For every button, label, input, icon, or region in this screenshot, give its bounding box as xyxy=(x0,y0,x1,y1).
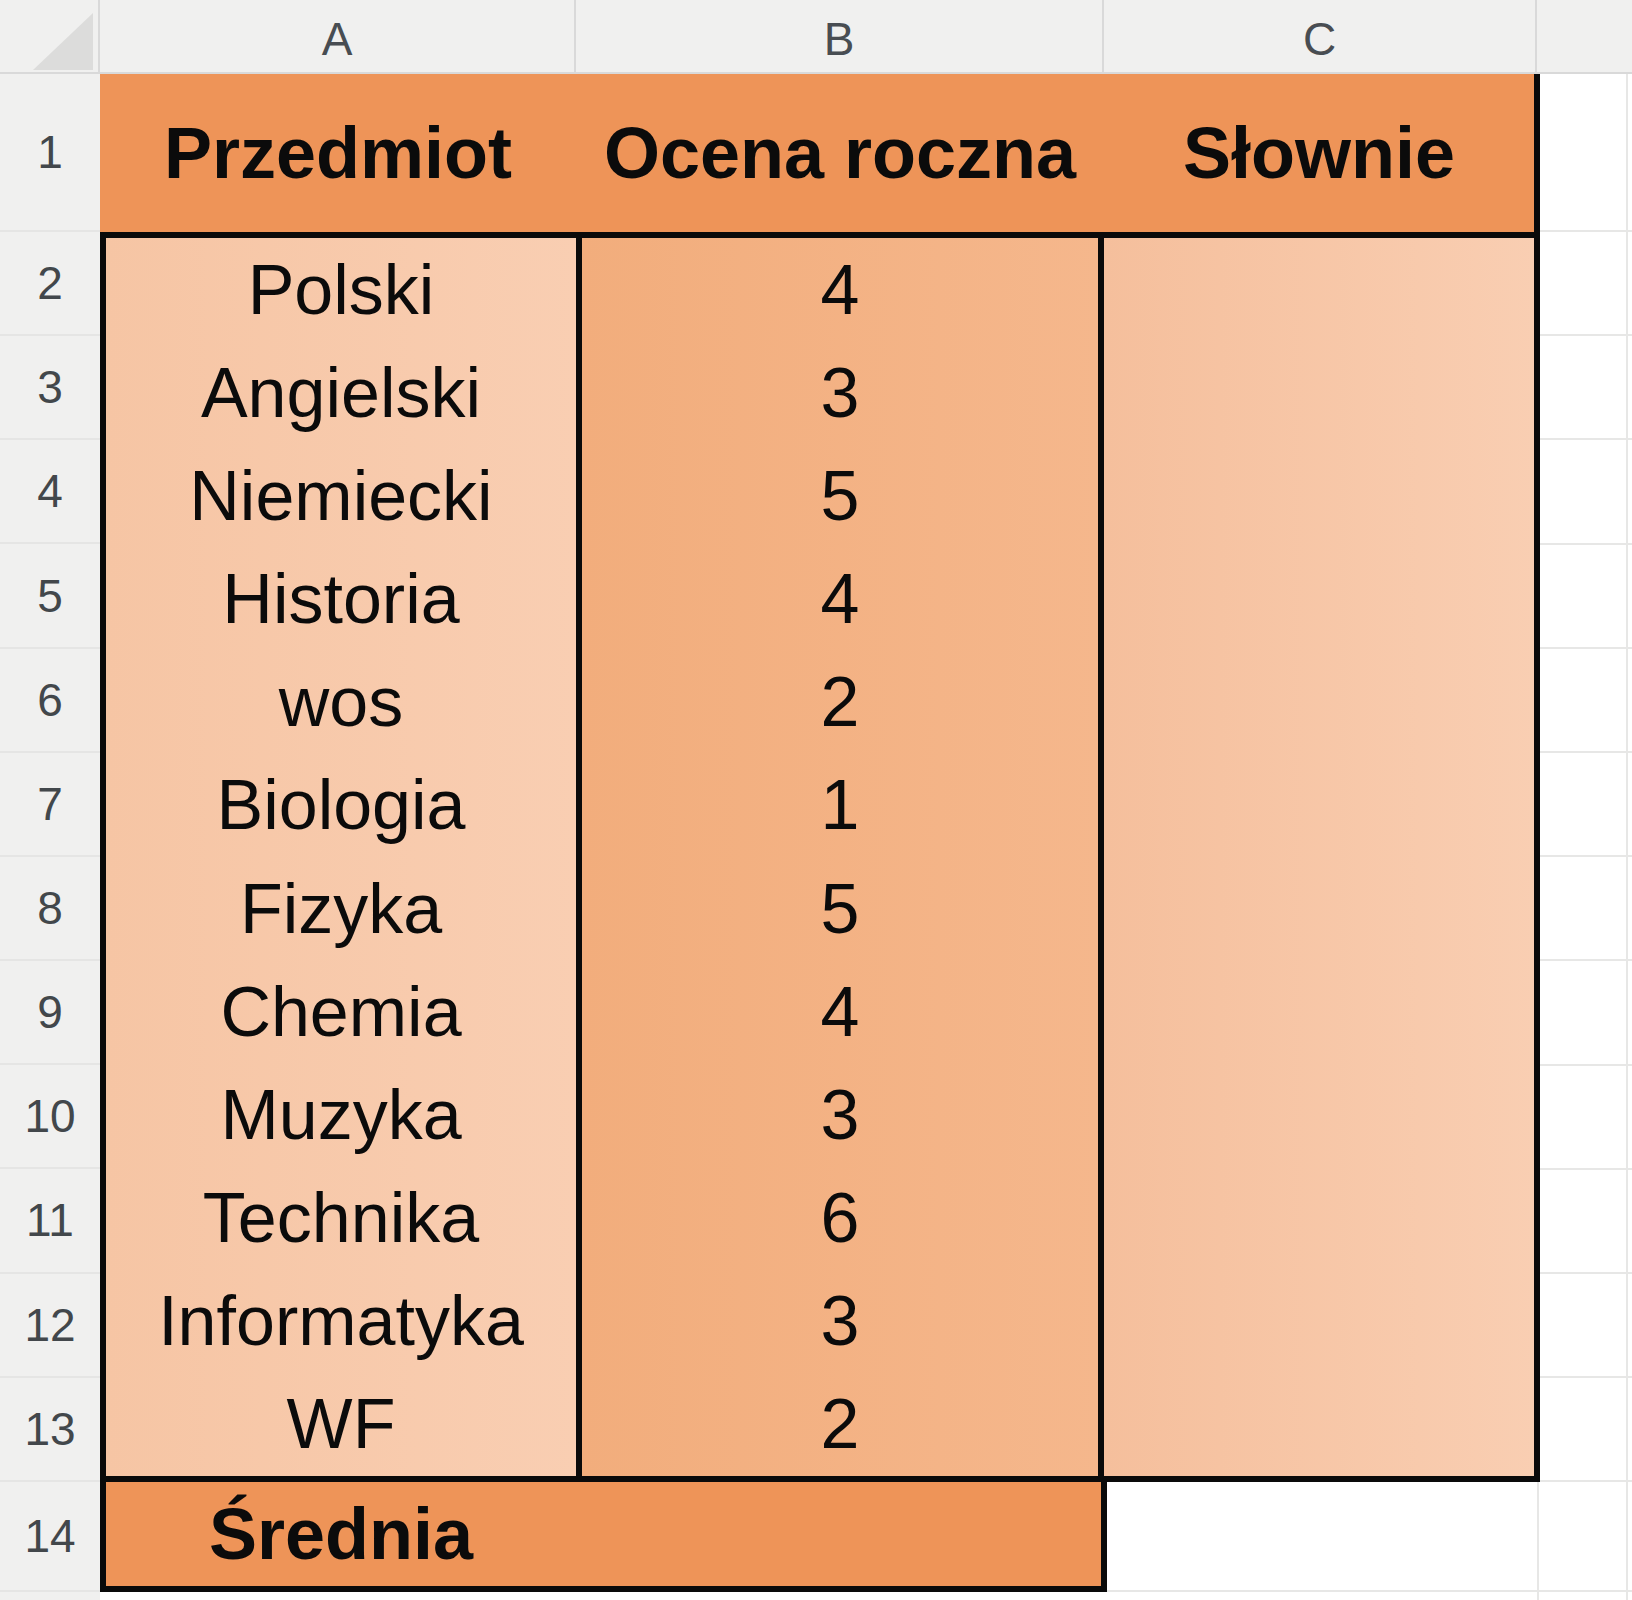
gridline xyxy=(1540,855,1632,857)
gridline xyxy=(1540,751,1632,753)
cell-grade-informatyka[interactable]: 3 xyxy=(582,1270,1098,1373)
gridline xyxy=(1540,438,1632,440)
row-header-5[interactable]: 5 xyxy=(0,544,100,648)
cell-slownie-merged-empty[interactable] xyxy=(1104,238,1534,1476)
row-header-1[interactable]: 1 xyxy=(0,74,100,232)
cell-grade-angielski[interactable]: 3 xyxy=(582,341,1098,444)
gridline xyxy=(1626,74,1628,1600)
row-header-14[interactable]: 14 xyxy=(0,1482,100,1592)
gridline xyxy=(1540,1064,1632,1066)
cell-subject-niemiecki[interactable]: Niemiecki xyxy=(106,444,576,547)
row-header-12[interactable]: 12 xyxy=(0,1274,100,1378)
cell-subject-wf[interactable]: WF xyxy=(106,1373,576,1476)
gridline xyxy=(1107,1590,1632,1592)
cell-grade-niemiecki[interactable]: 5 xyxy=(582,444,1098,547)
gridline xyxy=(1540,647,1632,649)
select-all-triangle-icon xyxy=(33,13,93,70)
row-header-10[interactable]: 10 xyxy=(0,1065,100,1169)
column-grades: 4 3 5 4 2 1 5 4 3 6 3 2 xyxy=(576,238,1104,1476)
column-header-c[interactable]: C xyxy=(1104,0,1537,72)
column-header-d-partial[interactable] xyxy=(1537,0,1632,72)
row-header-15-partial[interactable] xyxy=(0,1592,100,1600)
row-header-8[interactable]: 8 xyxy=(0,857,100,961)
cell-subject-angielski[interactable]: Angielski xyxy=(106,341,576,444)
cell-grade-chemia[interactable]: 4 xyxy=(582,960,1098,1063)
gridline xyxy=(1540,334,1632,336)
average-label: Średnia xyxy=(106,1493,576,1575)
row-header-11[interactable]: 11 xyxy=(0,1169,100,1273)
cell-grade-technika[interactable]: 6 xyxy=(582,1167,1098,1270)
row-header-4[interactable]: 4 xyxy=(0,440,100,544)
row-header-9[interactable]: 9 xyxy=(0,961,100,1065)
gridline xyxy=(1540,1376,1632,1378)
column-header-strip: A B C xyxy=(100,0,1632,74)
row-header-7[interactable]: 7 xyxy=(0,753,100,857)
gridline xyxy=(1540,1272,1632,1274)
row-header-strip: 1 2 3 4 5 6 7 8 9 10 11 12 13 14 xyxy=(0,74,100,1600)
header-cell-slownie[interactable]: Słownie xyxy=(1104,112,1534,194)
column-subjects: Polski Angielski Niemiecki Historia wos … xyxy=(106,238,576,1476)
table-header-row: Przedmiot Ocena roczna Słownie xyxy=(100,74,1540,232)
column-header-a[interactable]: A xyxy=(100,0,576,72)
cell-subject-wos[interactable]: wos xyxy=(106,651,576,754)
header-cell-ocena-roczna[interactable]: Ocena roczna xyxy=(576,112,1104,194)
row-header-6[interactable]: 6 xyxy=(0,649,100,753)
cell-grade-wf[interactable]: 2 xyxy=(582,1373,1098,1476)
cell-grade-fizyka[interactable]: 5 xyxy=(582,857,1098,960)
row-header-3[interactable]: 3 xyxy=(0,336,100,440)
select-all-corner[interactable] xyxy=(0,0,100,74)
cell-subject-historia[interactable]: Historia xyxy=(106,548,576,651)
cell-subject-polski[interactable]: Polski xyxy=(106,238,576,341)
gridline xyxy=(1540,1168,1632,1170)
cell-subject-informatyka[interactable]: Informatyka xyxy=(106,1270,576,1373)
average-row[interactable]: Średnia xyxy=(100,1482,1107,1592)
cell-grade-muzyka[interactable]: 3 xyxy=(582,1063,1098,1166)
cell-subject-technika[interactable]: Technika xyxy=(106,1167,576,1270)
gridline xyxy=(1540,959,1632,961)
cell-subject-chemia[interactable]: Chemia xyxy=(106,960,576,1063)
cell-grade-polski[interactable]: 4 xyxy=(582,238,1098,341)
table-body: Polski Angielski Niemiecki Historia wos … xyxy=(100,232,1540,1482)
cell-subject-biologia[interactable]: Biologia xyxy=(106,754,576,857)
cell-subject-fizyka[interactable]: Fizyka xyxy=(106,857,576,960)
gridline xyxy=(1537,1482,1539,1600)
gridline xyxy=(1540,543,1632,545)
cell-grade-wos[interactable]: 2 xyxy=(582,651,1098,754)
cell-grade-biologia[interactable]: 1 xyxy=(582,754,1098,857)
column-header-b[interactable]: B xyxy=(576,0,1104,72)
gridline xyxy=(1540,1480,1632,1482)
row-header-2[interactable]: 2 xyxy=(0,232,100,336)
spreadsheet: A B C 1 2 3 4 5 6 7 8 9 10 11 12 13 14 P… xyxy=(0,0,1632,1600)
gridline xyxy=(1540,230,1632,232)
row-header-13[interactable]: 13 xyxy=(0,1378,100,1482)
header-cell-przedmiot[interactable]: Przedmiot xyxy=(100,112,576,194)
cell-subject-muzyka[interactable]: Muzyka xyxy=(106,1063,576,1166)
cell-grade-historia[interactable]: 4 xyxy=(582,548,1098,651)
